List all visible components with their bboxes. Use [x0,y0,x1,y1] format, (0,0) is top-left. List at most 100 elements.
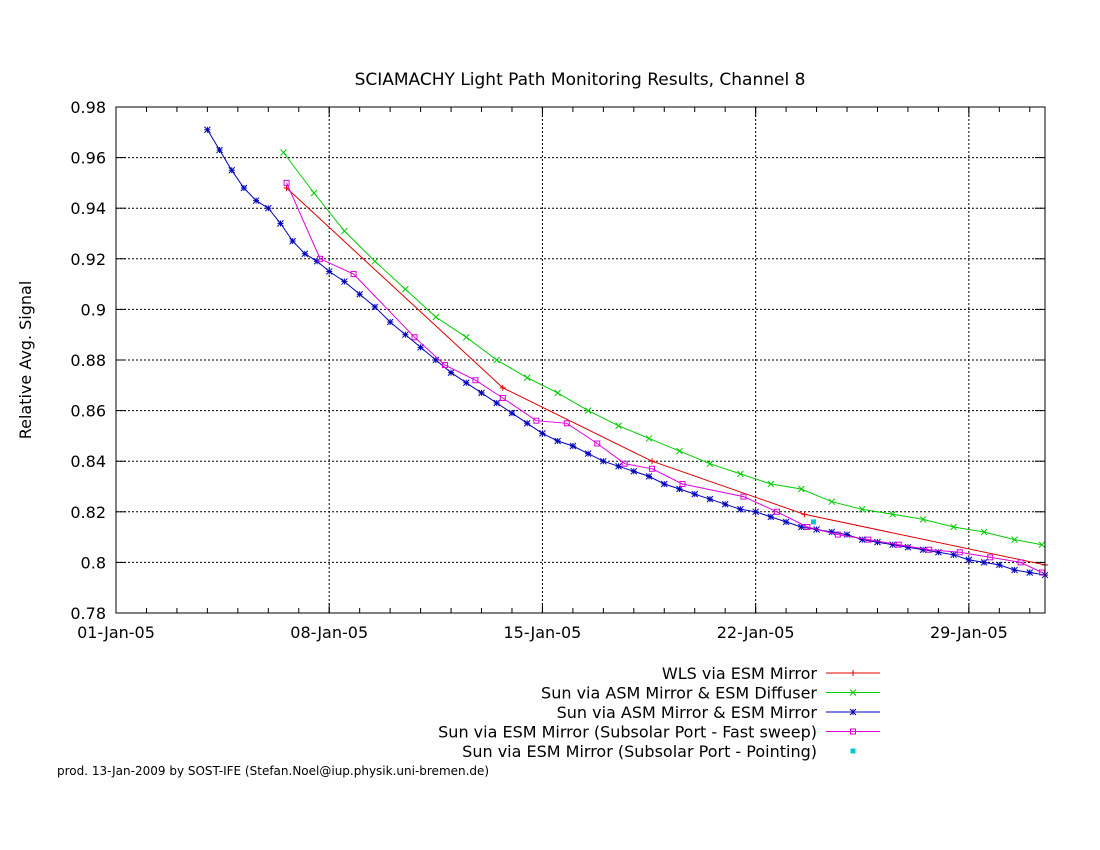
data-point [676,485,683,493]
x-tick-label: 22-Jan-05 [717,623,795,642]
chart-title: SCIAMACHY Light Path Monitoring Results,… [355,70,806,90]
series-line [283,152,1043,546]
y-tick-label: 0.78 [70,604,106,623]
data-point [950,523,957,531]
data-point [462,333,470,341]
x-tick-label: 01-Jan-05 [77,623,155,642]
data-point [554,389,562,397]
series-2 [280,149,1046,549]
data-point [773,508,780,515]
y-tick-label: 0.9 [81,300,106,319]
legend-swatch-marker [850,748,856,754]
legend-swatch-marker [850,670,856,676]
series-line [286,187,1046,566]
legend-swatch-marker [849,708,857,716]
data-point [417,343,424,351]
y-tick-label: 0.82 [70,503,106,522]
data-point [313,257,321,265]
data-point [508,409,516,417]
data-point [523,374,531,382]
data-point [615,462,622,470]
x-tick-label: 15-Jan-05 [504,623,582,642]
y-tick-label: 0.92 [70,250,106,269]
data-point [386,318,394,326]
series-4 [283,179,1045,576]
data-point [499,394,506,401]
data-point [441,362,448,369]
data-point [432,313,440,321]
legend-entry: Sun via ESM Mirror (Subsolar Port - Fast… [438,723,880,742]
data-point [721,500,729,508]
data-point [1017,559,1024,566]
data-point [621,460,628,467]
data-point [919,546,927,554]
y-tick-label: 0.8 [81,553,106,572]
data-point [594,440,601,447]
data-point [1011,566,1018,574]
data-point [782,518,790,526]
data-point [737,505,744,513]
data-point [987,554,994,561]
data-point [926,546,933,553]
legend-entry: Sun via ASM Mirror & ESM Mirror [557,703,880,722]
legend-label: Sun via ASM Mirror & ESM Diffuser [541,684,817,703]
data-point [889,541,897,549]
y-tick-label: 0.88 [70,351,106,370]
data-point [645,435,653,442]
data-point [889,510,897,518]
legend-label: Sun via ESM Mirror (Subsolar Port - Poin… [462,742,817,761]
data-point [569,442,577,450]
series-1 [283,184,1048,568]
data-point [228,166,236,174]
data-point [679,480,686,487]
data-point [649,458,656,465]
y-tick-label: 0.98 [70,98,106,117]
data-point [767,513,775,521]
data-point [995,561,1003,569]
data-point [599,457,607,465]
data-point [858,505,866,513]
data-point [811,519,817,525]
data-point [310,189,318,197]
plot-frame [115,106,1046,614]
data-point [584,407,592,414]
data-point [356,290,364,298]
data-point [264,204,272,212]
data-point [706,495,714,503]
data-point [980,559,988,566]
data-point [523,419,531,427]
data-point [277,220,284,227]
data-point [858,536,866,543]
data-point [645,473,653,480]
data-point [341,278,348,285]
data-point [874,538,881,546]
y-tick-label: 0.84 [70,452,106,471]
data-point [676,447,683,455]
data-point [289,237,297,245]
data-point [317,255,324,262]
data-point [533,417,540,424]
grid [115,107,1045,613]
y-tick-label: 0.96 [70,149,106,168]
series-layer [204,126,1049,579]
data-point [584,450,592,457]
data-point [478,389,485,397]
y-tick-label: 0.94 [70,199,106,218]
data-point [493,399,501,407]
data-point [737,470,744,478]
data-point [371,303,379,311]
x-tick-label: 08-Jan-05 [290,623,368,642]
data-point [865,536,872,543]
data-point [563,420,570,427]
data-point [919,516,927,523]
legend-label: Sun via ESM Mirror (Subsolar Port - Fast… [438,723,817,742]
data-point [240,184,248,192]
data-point [402,331,409,339]
data-point [804,523,811,530]
data-point [797,485,805,493]
data-point [280,149,287,156]
series-5 [811,519,817,525]
y-tick-label: 0.86 [70,402,106,421]
data-point [216,146,223,154]
